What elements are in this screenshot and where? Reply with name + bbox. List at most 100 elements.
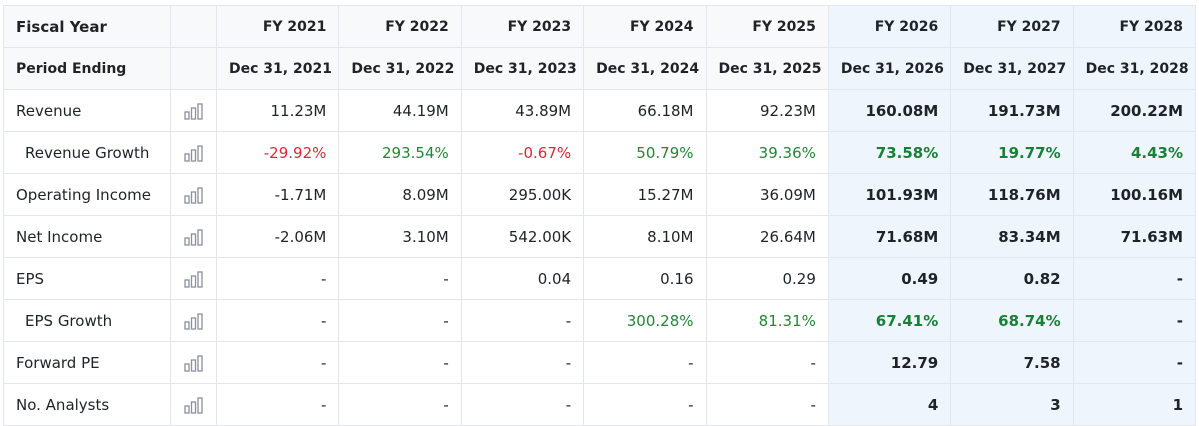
row-label: Revenue [3, 89, 171, 132]
table-cell: 0.29 [705, 257, 829, 300]
table-cell: - [705, 383, 829, 426]
period-ending-row: Period Ending Dec 31, 2021 Dec 31, 2022 … [3, 47, 1197, 90]
table-cell: 81.31% [705, 299, 829, 342]
table-cell: -29.92% [215, 131, 340, 174]
table-cell: - [705, 341, 829, 384]
bar-chart-icon [183, 186, 204, 204]
table-cell: - [215, 383, 340, 426]
bar-chart-icon [183, 270, 204, 288]
table-cell: 100.16M [1072, 173, 1197, 216]
table-cell: 26.64M [705, 215, 829, 258]
table-cell: 67.41% [827, 299, 952, 342]
table-cell: -1.71M [215, 173, 340, 216]
row-label: Revenue Growth [3, 131, 171, 174]
row-label: Net Income [3, 215, 171, 258]
table-cell: 160.08M [827, 89, 952, 132]
period-ending-label: Period Ending [3, 47, 171, 90]
table-row: Net Income -2.06M 3.10M 542.00K 8.10M 26.64M 7… [3, 215, 1197, 258]
table-cell: 11.23M [215, 89, 340, 132]
year-header: FY 2025 [705, 5, 829, 48]
table-cell: - [460, 299, 585, 342]
table-cell: 3 [950, 383, 1074, 426]
table-cell: - [215, 341, 340, 384]
year-header: FY 2026 [827, 5, 952, 48]
table-cell: -2.06M [215, 215, 340, 258]
table-cell: 71.63M [1072, 215, 1197, 258]
table-cell: 15.27M [583, 173, 707, 216]
table-cell: 0.49 [827, 257, 952, 300]
table-row: Revenue Growth -29.92% 293.54% -0.67% 50.79%… [3, 131, 1197, 174]
table-cell: - [338, 383, 462, 426]
table-cell: 36.09M [705, 173, 829, 216]
table-cell: - [215, 257, 340, 300]
chart-button[interactable] [170, 341, 217, 384]
bar-chart-icon [183, 102, 204, 120]
year-header: FY 2024 [583, 5, 707, 48]
table-cell: - [460, 383, 585, 426]
table-cell: 8.09M [338, 173, 462, 216]
chart-button[interactable] [170, 215, 217, 258]
row-label: No. Analysts [3, 383, 171, 426]
table-cell: 66.18M [583, 89, 707, 132]
table-cell: - [215, 299, 340, 342]
table-cell: 43.89M [460, 89, 585, 132]
table-cell: 0.04 [460, 257, 585, 300]
header-icon-cell [170, 5, 217, 48]
period-end-header: Dec 31, 2024 [583, 47, 707, 90]
table-cell: - [338, 257, 462, 300]
year-header: FY 2023 [460, 5, 585, 48]
year-header: FY 2021 [215, 5, 340, 48]
table-cell: - [1072, 257, 1197, 300]
table-cell: 542.00K [460, 215, 585, 258]
period-end-header: Dec 31, 2025 [705, 47, 829, 90]
table-row: Operating Income -1.71M 8.09M 295.00K 15.27M… [3, 173, 1197, 216]
table-cell: - [460, 341, 585, 384]
table-cell: - [1072, 341, 1197, 384]
table-cell: 68.74% [950, 299, 1074, 342]
bar-chart-icon [183, 144, 204, 162]
year-header: FY 2027 [950, 5, 1074, 48]
period-end-header: Dec 31, 2027 [950, 47, 1074, 90]
table-row: EPS Growth - - -300.28% 81.31% 67.41% 68.74% - [3, 299, 1197, 342]
period-end-header: Dec 31, 2026 [827, 47, 952, 90]
table-cell: 19.77% [950, 131, 1074, 174]
chart-button[interactable] [170, 257, 217, 300]
table-cell: 50.79% [583, 131, 707, 174]
table-cell: 7.58 [950, 341, 1074, 384]
period-end-header: Dec 31, 2028 [1072, 47, 1197, 90]
chart-button[interactable] [170, 89, 217, 132]
table-row: No. Analysts - - - - -4 3 1 [3, 383, 1197, 426]
chart-button[interactable] [170, 299, 217, 342]
chart-button[interactable] [170, 173, 217, 216]
row-label: Operating Income [3, 173, 171, 216]
chart-button[interactable] [170, 131, 217, 174]
fiscal-year-label: Fiscal Year [3, 5, 171, 48]
table-cell: 44.19M [338, 89, 462, 132]
table-cell: 8.10M [583, 215, 707, 258]
table-cell: 200.22M [1072, 89, 1197, 132]
table-cell: 300.28% [583, 299, 707, 342]
bar-chart-icon [183, 354, 204, 372]
period-end-header: Dec 31, 2023 [460, 47, 585, 90]
row-label: EPS Growth [3, 299, 171, 342]
table-cell: 295.00K [460, 173, 585, 216]
table-cell: 118.76M [950, 173, 1074, 216]
table-cell: 4.43% [1072, 131, 1197, 174]
table-cell: 3.10M [338, 215, 462, 258]
table-cell: - [583, 341, 707, 384]
table-cell: - [338, 299, 462, 342]
table-cell: 0.82 [950, 257, 1074, 300]
bar-chart-icon [183, 228, 204, 246]
table-cell: -0.67% [460, 131, 585, 174]
row-label: Forward PE [3, 341, 171, 384]
table-cell: 83.34M [950, 215, 1074, 258]
row-label: EPS [3, 257, 171, 300]
table-cell: 293.54% [338, 131, 462, 174]
table-row: Revenue 11.23M 44.19M 43.89M 66.18M 92.23M 160… [3, 89, 1197, 132]
table-cell: 4 [827, 383, 952, 426]
chart-button[interactable] [170, 383, 217, 426]
table-cell: 39.36% [705, 131, 829, 174]
year-header: FY 2028 [1072, 5, 1197, 48]
table-cell: - [583, 383, 707, 426]
table-cell: 73.58% [827, 131, 952, 174]
